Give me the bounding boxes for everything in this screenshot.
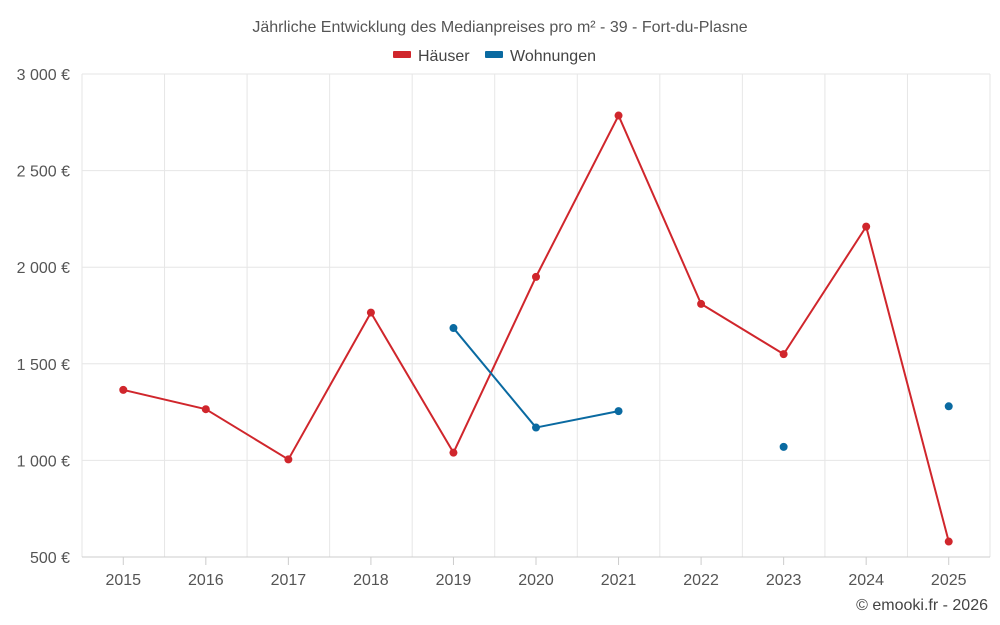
data-point-hauser[interactable]	[697, 299, 706, 308]
data-point-hauser[interactable]	[779, 350, 788, 359]
x-tick-label: 2024	[848, 572, 884, 589]
series-wohnungen	[449, 324, 953, 451]
y-tick-label: 2 000 €	[17, 260, 70, 277]
data-point-wohnungen[interactable]	[614, 407, 623, 416]
data-point-hauser[interactable]	[201, 405, 210, 414]
credit-text: © emooki.fr - 2026	[856, 597, 988, 614]
legend-swatch-wohnungen	[485, 51, 503, 58]
y-tick-label: 1 000 €	[17, 453, 70, 470]
x-tick-label: 2018	[353, 572, 389, 589]
x-tick-label: 2025	[931, 572, 967, 589]
data-point-hauser[interactable]	[449, 448, 458, 457]
x-tick-label: 2023	[766, 572, 802, 589]
data-point-hauser[interactable]	[862, 222, 871, 231]
legend-item-wohnungen[interactable]: Wohnungen	[485, 48, 596, 65]
legend: Häuser Wohnungen	[393, 48, 596, 65]
x-tick-label: 2019	[436, 572, 472, 589]
y-tick-label: 3 000 €	[17, 67, 70, 84]
x-tick-label: 2015	[105, 572, 141, 589]
axes: 500 € 1 000 € 1 500 € 2 000 € 2 500 € 3 000 €…	[17, 67, 967, 589]
data-point-hauser[interactable]	[119, 385, 128, 394]
x-tick-label: 2020	[518, 572, 554, 589]
legend-label-hauser: Häuser	[418, 48, 470, 65]
data-point-wohnungen[interactable]	[944, 402, 953, 411]
y-tick-label: 1 500 €	[17, 357, 70, 374]
series-hauser	[119, 111, 953, 546]
data-point-hauser[interactable]	[284, 455, 293, 464]
data-point-hauser[interactable]	[366, 308, 375, 317]
x-tick-label: 2022	[683, 572, 719, 589]
chart-title: Jährliche Entwicklung des Medianpreises …	[252, 19, 747, 36]
series-line-wohnungen	[452, 327, 619, 429]
y-tick-label: 2 500 €	[17, 164, 70, 181]
x-tick-label: 2016	[188, 572, 224, 589]
legend-label-wohnungen: Wohnungen	[510, 48, 596, 65]
legend-swatch-hauser	[393, 51, 411, 58]
x-tick-label: 2017	[271, 572, 307, 589]
grid	[81, 73, 991, 558]
data-point-wohnungen[interactable]	[449, 324, 458, 333]
legend-item-hauser[interactable]: Häuser	[393, 48, 470, 65]
data-point-hauser[interactable]	[944, 537, 953, 546]
series	[119, 111, 953, 546]
y-tick-label: 500 €	[30, 550, 70, 567]
data-point-hauser[interactable]	[532, 272, 540, 281]
data-point-hauser[interactable]	[614, 111, 623, 120]
data-point-wohnungen[interactable]	[779, 442, 788, 451]
data-point-wohnungen[interactable]	[532, 423, 540, 432]
x-tick-label: 2021	[601, 572, 637, 589]
